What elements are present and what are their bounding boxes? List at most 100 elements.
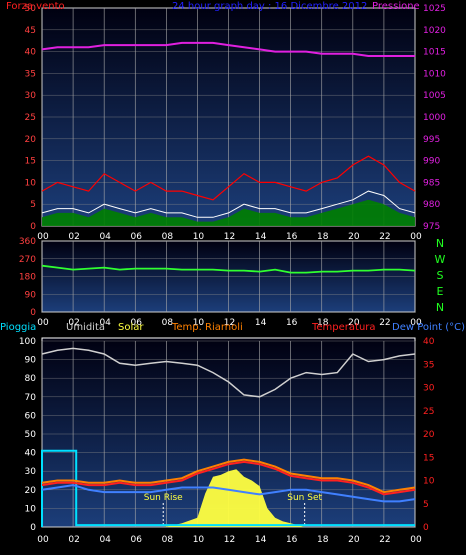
y-tick-label: 10 xyxy=(25,178,37,188)
series-line-red xyxy=(41,155,416,201)
sun-rise-label: Sun Rise xyxy=(144,493,183,503)
x-tick-label: 00 xyxy=(37,535,49,545)
compass-label: W xyxy=(435,253,446,266)
series-area-solar xyxy=(42,469,415,527)
x-tick-label: 10 xyxy=(193,535,205,545)
x-tick-label: 14 xyxy=(255,232,267,242)
x-tick-label: 14 xyxy=(255,535,267,545)
y-tick-label: 30 xyxy=(25,91,37,101)
series-line-direction xyxy=(41,264,416,274)
series-line-white xyxy=(41,190,416,218)
y2-tick-label: 5 xyxy=(423,500,429,510)
y2-tick-label: 995 xyxy=(423,135,440,145)
y-tick-label: 90 xyxy=(25,356,37,366)
y-tick-label: 20 xyxy=(25,135,37,145)
x-tick-label: 02 xyxy=(68,318,79,328)
y-tick-label: 60 xyxy=(25,411,37,421)
y-tick-label: 45 xyxy=(25,26,36,36)
x-tick-label: 18 xyxy=(317,535,329,545)
wind-pressure-chart: 0510152025303540455097598098599099510001… xyxy=(25,4,447,242)
chart-title: 24 hour graph day : 16 Dicembre 2012 xyxy=(172,1,367,12)
y2-tick-label: 40 xyxy=(423,337,435,347)
y-tick-label: 80 xyxy=(25,374,37,384)
x-tick-label: 00 xyxy=(37,318,49,328)
compass-label: N xyxy=(436,301,444,314)
series-line-rain xyxy=(41,449,415,527)
x-tick-label: 12 xyxy=(224,232,235,242)
x-tick-label: 16 xyxy=(286,535,298,545)
y-tick-label: 30 xyxy=(25,467,37,477)
wind-force-label: Forza vento xyxy=(6,1,65,12)
series-area-green xyxy=(42,199,415,226)
x-tick-label: 06 xyxy=(131,535,143,545)
x-tick-label: 16 xyxy=(286,232,298,242)
series-line-temperature xyxy=(41,460,416,496)
y-tick-label: 35 xyxy=(25,69,36,79)
x-tick-label: 04 xyxy=(99,232,111,242)
x-tick-label: 06 xyxy=(131,232,143,242)
y2-tick-label: 30 xyxy=(423,384,435,394)
x-tick-label: 20 xyxy=(348,535,360,545)
y2-tick-label: 35 xyxy=(423,360,434,370)
legend-item: Pioggia xyxy=(0,322,36,333)
y-tick-label: 25 xyxy=(25,113,36,123)
y2-tick-label: 990 xyxy=(423,157,440,167)
y-tick-label: 70 xyxy=(25,393,37,403)
x-tick-label: 02 xyxy=(68,535,79,545)
x-tick-label: 10 xyxy=(193,318,205,328)
sun-set-label: Sun Set xyxy=(287,493,322,503)
legend-item: Temp. Riarnoli xyxy=(171,322,243,333)
y-tick-label: 0 xyxy=(30,523,36,533)
x-tick-label: 18 xyxy=(317,318,329,328)
x-tick-label: 08 xyxy=(162,535,174,545)
y-tick-label: 50 xyxy=(25,430,37,440)
y2-tick-label: 20 xyxy=(423,430,435,440)
x-tick-label: 16 xyxy=(286,318,298,328)
legend-item: Umidita xyxy=(66,322,105,333)
x-tick-label: 04 xyxy=(99,318,111,328)
x-tick-label: 12 xyxy=(224,318,235,328)
pressure-label: Pressione xyxy=(372,1,420,12)
y-tick-label: 50 xyxy=(25,4,37,14)
compass-label: N xyxy=(436,237,444,250)
y2-tick-label: 1005 xyxy=(423,91,446,101)
y-tick-label: 100 xyxy=(19,337,36,347)
series-line-temp-riarnoli xyxy=(41,458,416,494)
x-tick-label: 00 xyxy=(410,232,422,242)
x-tick-label: 20 xyxy=(348,318,360,328)
x-tick-label: 06 xyxy=(131,318,143,328)
legend-item: Dew Point (°C) xyxy=(392,322,465,333)
y-tick-label: 360 xyxy=(19,237,36,247)
x-tick-label: 00 xyxy=(410,535,422,545)
y2-tick-label: 985 xyxy=(423,178,440,188)
y2-tick-label: 975 xyxy=(423,222,440,232)
series-line-humidity xyxy=(41,347,416,398)
y2-tick-label: 980 xyxy=(423,200,440,210)
y2-tick-label: 0 xyxy=(423,523,429,533)
series-line-pressure xyxy=(41,41,415,57)
y-tick-label: 40 xyxy=(25,449,37,459)
x-tick-label: 00 xyxy=(37,232,49,242)
y2-tick-label: 15 xyxy=(423,453,434,463)
y-tick-label: 15 xyxy=(25,157,36,167)
x-tick-label: 22 xyxy=(379,535,390,545)
y-tick-label: 5 xyxy=(30,200,36,210)
x-tick-label: 14 xyxy=(255,318,267,328)
y-tick-label: 0 xyxy=(30,308,36,318)
y2-tick-label: 25 xyxy=(423,407,434,417)
y-tick-label: 20 xyxy=(25,486,37,496)
y-tick-label: 40 xyxy=(25,48,37,58)
compass-label: S xyxy=(437,269,444,282)
y-tick-label: 90 xyxy=(25,290,37,300)
series-line-dewpoint xyxy=(41,484,416,503)
y2-tick-label: 1000 xyxy=(423,113,446,123)
x-tick-label: 22 xyxy=(379,318,390,328)
y2-tick-label: 10 xyxy=(423,477,435,487)
y2-tick-label: 1025 xyxy=(423,4,446,14)
x-tick-label: 08 xyxy=(162,318,174,328)
x-tick-label: 02 xyxy=(68,232,79,242)
x-tick-label: 18 xyxy=(317,232,329,242)
